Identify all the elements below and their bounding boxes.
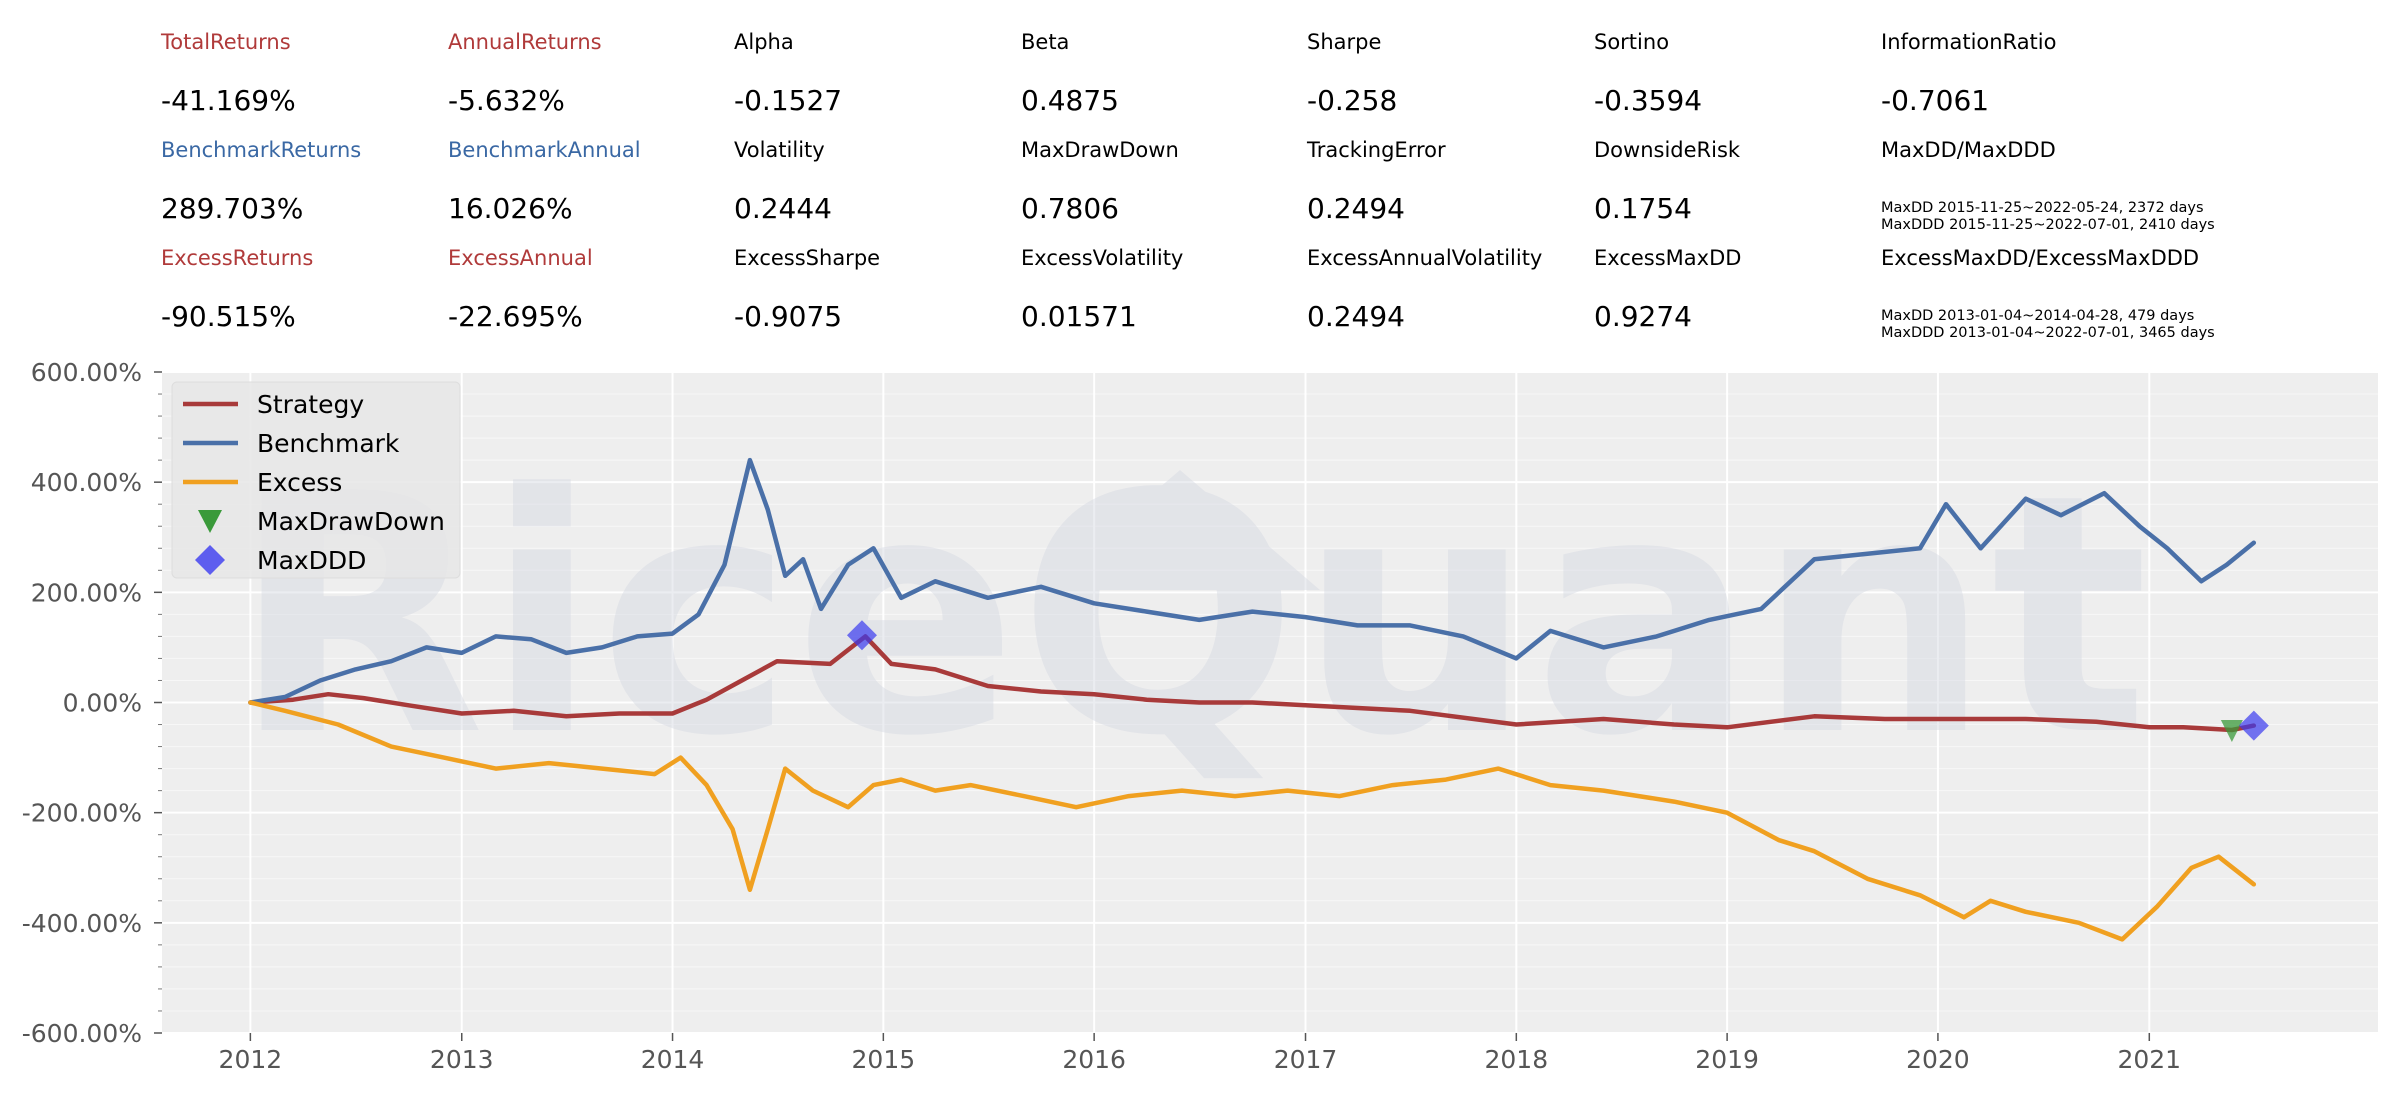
- metric-value: 0.2494: [1307, 192, 1405, 225]
- metric-label: TotalReturns: [161, 30, 291, 54]
- y-tick-label: -600.00%: [22, 1019, 142, 1048]
- y-tick-label: 0.00%: [63, 689, 142, 718]
- marker-maxdrawdown: [2220, 720, 2243, 743]
- metric-label: Sharpe: [1307, 30, 1382, 54]
- metric-value: 0.9274: [1594, 300, 1692, 333]
- metric-value: 0.7806: [1021, 192, 1119, 225]
- returns-chart: RiceQuant -600.00% -400.00% -200.00% 0.00% 20…: [22, 358, 2378, 1074]
- metric-value: 16.026%: [448, 192, 573, 225]
- metric-label: Beta: [1021, 30, 1070, 54]
- legend-label: Benchmark: [257, 429, 400, 458]
- metric-label: Volatility: [734, 138, 825, 162]
- series-line-strategy: [248, 634, 2257, 733]
- metric-value: -0.9075: [734, 300, 843, 333]
- metric-value: -0.1527: [734, 84, 843, 117]
- metric-value: -90.515%: [161, 300, 296, 333]
- metric-value: -0.258: [1307, 84, 1398, 117]
- metric-label: ExcessMaxDD: [1594, 246, 1742, 270]
- metric-label: DownsideRisk: [1594, 138, 1741, 162]
- metric-value: -41.169%: [161, 84, 296, 117]
- metric-label: ExcessReturns: [161, 246, 314, 270]
- legend-label: MaxDDD: [257, 546, 366, 575]
- metric-label: Sortino: [1594, 30, 1670, 54]
- metric-value: MaxDD 2013-01-04~2014-04-28, 479 days Max…: [1881, 308, 2215, 341]
- metric-value: 0.01571: [1021, 300, 1137, 333]
- legend-label: Strategy: [257, 390, 364, 419]
- y-tick-label: 600.00%: [31, 358, 142, 387]
- metric-label: MaxDrawDown: [1021, 138, 1179, 162]
- metric-label: MaxDD/MaxDDD: [1881, 138, 2056, 162]
- x-tick-label: 2013: [430, 1045, 494, 1074]
- metric-value: -22.695%: [448, 300, 583, 333]
- watermark: RiceQuant: [231, 424, 2148, 808]
- x-tick-label: 2018: [1485, 1045, 1549, 1074]
- metric-label: ExcessVolatility: [1021, 246, 1184, 270]
- x-tick-label: 2012: [219, 1045, 283, 1074]
- legend-swatch-maxdrawdown: [198, 510, 222, 533]
- x-tick-label: 2015: [852, 1045, 916, 1074]
- legend-box: [171, 381, 461, 579]
- metric-label: BenchmarkReturns: [161, 138, 362, 162]
- metric-value: 0.2444: [734, 192, 832, 225]
- metric-value: -5.632%: [448, 84, 565, 117]
- x-tick-label: 2014: [641, 1045, 705, 1074]
- y-tick-label: -400.00%: [22, 909, 142, 938]
- y-tick-label: -200.00%: [22, 799, 142, 828]
- y-tick-label: 200.00%: [31, 578, 142, 607]
- metric-label: ExcessAnnual: [448, 246, 593, 270]
- metric-label: ExcessAnnualVolatility: [1307, 246, 1543, 270]
- metric-value: 0.1754: [1594, 192, 1692, 225]
- marker-maxddd: [2238, 710, 2269, 741]
- x-tick-label: 2019: [1695, 1045, 1759, 1074]
- legend-label: MaxDrawDown: [257, 507, 445, 536]
- metric-label: TrackingError: [1307, 138, 1446, 162]
- series-line-excess: [248, 700, 2257, 942]
- legend-swatch-maxddd: [195, 545, 225, 575]
- marker-maxddd: [846, 620, 877, 651]
- legend-label: Excess: [257, 468, 342, 497]
- metric-label: InformationRatio: [1881, 30, 2057, 54]
- metric-label: ExcessSharpe: [734, 246, 881, 270]
- watermark-text: RiceQuant: [231, 424, 2148, 808]
- metric-value: 289.703%: [161, 192, 304, 225]
- metric-label: BenchmarkAnnual: [448, 138, 641, 162]
- x-tick-label: 2021: [2117, 1045, 2181, 1074]
- x-tick-label: 2016: [1062, 1045, 1126, 1074]
- metric-label: ExcessMaxDD/ExcessMaxDDD: [1881, 246, 2200, 270]
- y-tick-label: 400.00%: [31, 468, 142, 497]
- metric-value: 0.4875: [1021, 84, 1119, 117]
- metric-value: -0.3594: [1594, 84, 1703, 117]
- metric-value: -0.7061: [1881, 84, 1990, 117]
- x-tick-label: 2017: [1274, 1045, 1338, 1074]
- metrics-panel: TotalReturns -41.169% AnnualReturns -5.632%…: [0, 0, 2394, 350]
- watermark-roof: [1040, 470, 1320, 590]
- metric-value: MaxDD 2015-11-25~2022-05-24, 2372 days Ma…: [1881, 200, 2215, 233]
- series-line-benchmark: [248, 457, 2257, 705]
- metric-label: Alpha: [734, 30, 794, 54]
- metric-value: 0.2494: [1307, 300, 1405, 333]
- metric-label: AnnualReturns: [448, 30, 602, 54]
- legend: Strategy Benchmark Excess MaxDrawDown MaxDDD: [171, 381, 461, 579]
- x-tick-label: 2020: [1906, 1045, 1970, 1074]
